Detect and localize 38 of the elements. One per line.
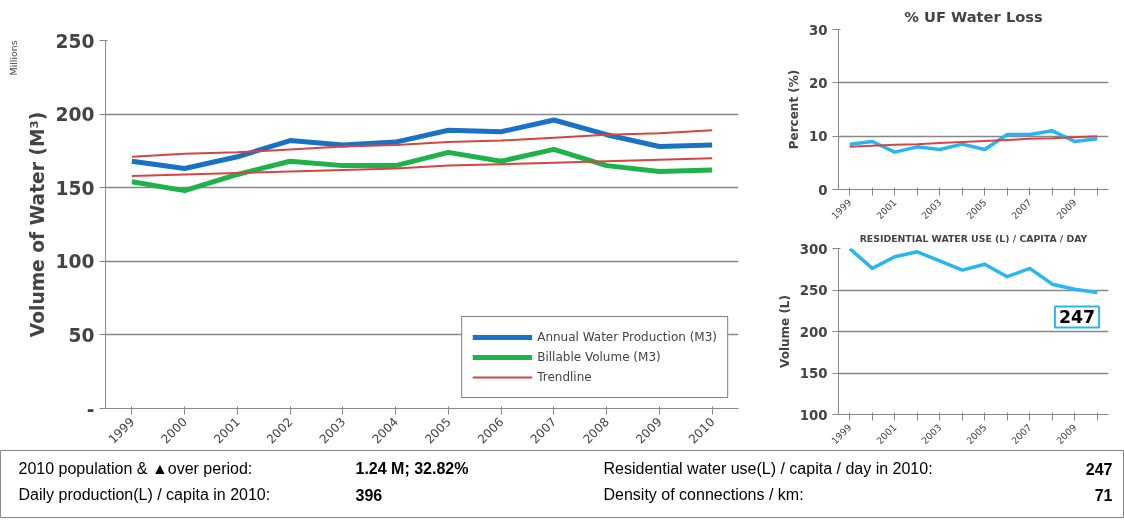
data-label: 247 <box>1058 307 1096 328</box>
y-tick-label: 150 <box>799 366 828 381</box>
y-tick-label: 20 <box>808 75 828 91</box>
line-series <box>848 129 1099 154</box>
y-tick-label: 10 <box>808 129 828 145</box>
chart-title: % UF Water Loss <box>904 7 1044 25</box>
text: 247 <box>1085 460 1113 478</box>
text: 71 <box>1094 486 1113 504</box>
text: 2010 population & ▲over period: <box>18 460 253 477</box>
line-series <box>130 157 714 177</box>
chart-title: RESIDENTIAL WATER USE (L) / CAPITA / DAY <box>859 232 1088 244</box>
text: Millions <box>7 40 19 76</box>
y-tick-label: 250 <box>55 30 95 52</box>
y-tick-label: 200 <box>55 104 95 126</box>
line-series <box>848 135 1099 148</box>
line-series <box>130 129 714 158</box>
y-tick-label: 250 <box>799 283 828 298</box>
legend-label: Billable Volume (M3) <box>537 350 661 364</box>
line-series <box>848 248 1099 295</box>
y-tick-label: 300 <box>799 241 828 257</box>
y-tick-label: 150 <box>55 177 95 199</box>
y-tick-label: 50 <box>68 324 95 346</box>
text: Daily production(L) / capita in 2010: <box>18 486 271 503</box>
text: Density of connections / km: <box>603 486 804 503</box>
text: 396 <box>355 486 383 504</box>
text: Residential water use(L) / capita / day in 2010: <box>603 460 933 477</box>
y-tick-label: 100 <box>55 251 95 273</box>
y-tick-label: 100 <box>799 407 828 423</box>
y-tick-label: 200 <box>799 324 828 340</box>
y-tick-label: - <box>86 398 95 420</box>
text: 1.24 M; 32.82% <box>355 460 469 477</box>
y-axis-title: Volume of Water (M³) <box>26 111 48 338</box>
y-tick-label: 30 <box>808 22 828 38</box>
y-axis-title: Percent (%) <box>786 69 801 150</box>
legend-label: Annual Water Production (M3) <box>537 330 717 344</box>
y-tick-label: 0 <box>818 182 828 198</box>
y-axis-title: Volume (L) <box>777 295 792 368</box>
legend-label: Trendline <box>537 370 592 384</box>
